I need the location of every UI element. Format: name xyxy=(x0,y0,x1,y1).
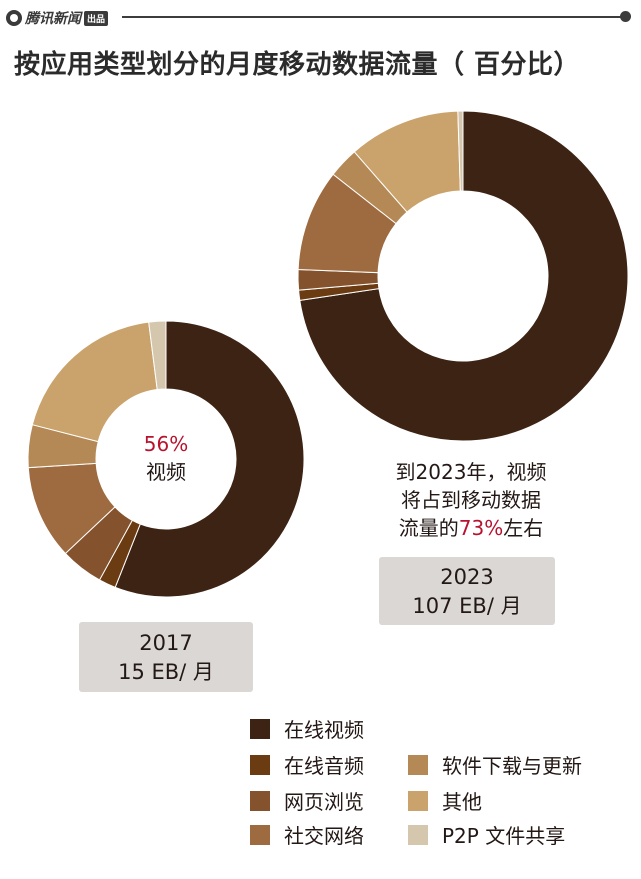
center-percent: 56% xyxy=(143,432,189,456)
legend-item: 网页浏览 xyxy=(250,786,364,815)
logo-icon xyxy=(6,10,22,26)
legend-swatch xyxy=(408,754,428,775)
year-label: 2023 xyxy=(440,565,494,589)
legend-swatch xyxy=(250,718,270,739)
annotation-line-2: 将占到移动数据 xyxy=(401,488,541,512)
donut-slice xyxy=(148,320,167,391)
legend-label: 其他 xyxy=(442,790,482,814)
legend-item: 社交网络 xyxy=(250,820,364,849)
tencent-news-logo: 腾讯新闻 出品 xyxy=(6,8,109,28)
total-traffic: 15 EB/ 月 xyxy=(118,660,214,684)
center-caption: 视频 xyxy=(146,460,186,484)
legend-item: 在线音频 xyxy=(250,750,364,779)
header-rule-dot xyxy=(620,11,631,22)
header-bar: 腾讯新闻 出品 xyxy=(0,0,641,36)
chart-title: 按应用类型划分的月度移动数据流量（ 百分比） xyxy=(14,50,581,80)
legend-label: 软件下载与更新 xyxy=(442,754,582,778)
annotation-percent: 73% xyxy=(458,516,504,540)
annotation-line-1: 到2023年，视频 xyxy=(395,460,547,484)
header-rule xyxy=(122,16,622,18)
legend-item: 软件下载与更新 xyxy=(408,750,582,779)
annotation-2023: 到2023年，视频 将占到移动数据 流量的73%左右 xyxy=(366,458,576,542)
logo-text: 腾讯新闻 xyxy=(25,11,81,27)
center-label-2017: 56% 视频 xyxy=(126,430,206,486)
year-label: 2017 xyxy=(139,631,193,655)
legend-label: 在线音频 xyxy=(284,754,364,778)
annotation-line-3: 流量的73%左右 xyxy=(366,514,576,542)
legend-swatch xyxy=(250,790,270,811)
total-traffic: 107 EB/ 月 xyxy=(412,594,522,618)
legend-swatch xyxy=(408,790,428,811)
legend-item: 在线视频 xyxy=(250,714,364,743)
logo-badge: 出品 xyxy=(84,10,109,26)
info-box-2017: 2017 15 EB/ 月 xyxy=(79,622,253,692)
annotation-text: 流量的 xyxy=(398,516,459,540)
legend-label: 在线视频 xyxy=(284,718,364,742)
info-box-2023: 2023 107 EB/ 月 xyxy=(379,557,555,625)
legend-item: 其他 xyxy=(408,786,482,815)
legend-swatch xyxy=(250,824,270,845)
annotation-suffix: 左右 xyxy=(503,516,544,540)
legend-label: P2P 文件共享 xyxy=(442,824,566,848)
donut-slice xyxy=(114,320,305,598)
donut-slice xyxy=(299,110,629,442)
legend-label: 社交网络 xyxy=(284,824,364,848)
legend-swatch xyxy=(250,754,270,775)
legend-swatch xyxy=(408,824,428,845)
donut-slice xyxy=(457,110,464,192)
legend-item: P2P 文件共享 xyxy=(408,820,565,849)
legend-label: 网页浏览 xyxy=(284,790,364,814)
donut-slice xyxy=(31,321,158,443)
